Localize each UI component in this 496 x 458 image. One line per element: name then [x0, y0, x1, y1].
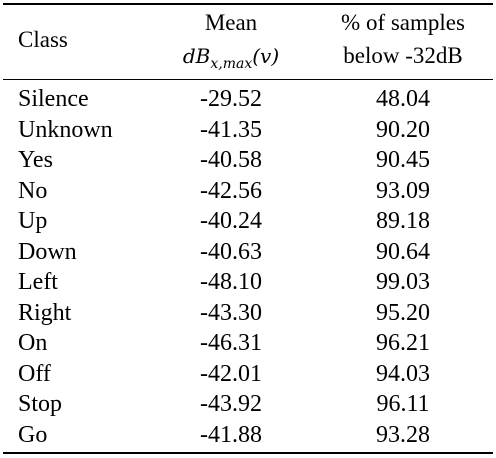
header-pct-line1: % of samples — [341, 10, 465, 35]
cell-class: Go — [18, 422, 48, 448]
cell-pct: 48.04 — [376, 86, 430, 112]
cell-pct: 90.20 — [376, 117, 430, 143]
top-rule — [3, 3, 493, 5]
cell-class: Down — [18, 239, 77, 265]
cell-mean: -43.92 — [200, 391, 262, 417]
cell-class: Up — [18, 208, 48, 234]
cell-pct: 94.03 — [376, 361, 430, 387]
cell-class: Stop — [18, 391, 63, 417]
header-rule — [3, 79, 493, 80]
cell-mean: -43.30 — [200, 300, 262, 326]
cell-pct: 96.11 — [376, 391, 430, 417]
cell-class: Yes — [18, 147, 53, 173]
cell-class: Off — [18, 361, 51, 387]
cell-mean: -48.10 — [200, 269, 262, 295]
cell-pct: 96.21 — [376, 330, 430, 356]
cell-mean: -46.31 — [200, 330, 262, 356]
cell-class: Right — [18, 300, 72, 326]
cell-mean: -29.52 — [200, 86, 262, 112]
cell-class: Left — [18, 269, 58, 295]
math-db-arg: (v) — [252, 44, 280, 68]
bottom-rule — [3, 452, 493, 454]
cell-pct: 99.03 — [376, 269, 430, 295]
cell-class: On — [18, 330, 48, 356]
cell-class: Unknown — [18, 117, 113, 143]
cell-pct: 90.45 — [376, 147, 430, 173]
cell-pct: 93.09 — [376, 178, 430, 204]
header-mean-line1: Mean — [204, 10, 258, 35]
math-db-base: dB — [182, 44, 211, 68]
cell-mean: -40.58 — [200, 147, 262, 173]
cell-mean: -40.24 — [200, 208, 262, 234]
cell-pct: 89.18 — [376, 208, 430, 234]
cell-class: Silence — [18, 86, 89, 112]
cell-mean: -41.35 — [200, 117, 262, 143]
math-db-sub: x,max — [210, 56, 253, 72]
header-class: Class — [18, 27, 68, 52]
cell-pct: 93.28 — [376, 422, 430, 448]
cell-mean: -41.88 — [200, 422, 262, 448]
header-pct-line2: below -32dB — [343, 43, 463, 68]
cell-pct: 95.20 — [376, 300, 430, 326]
header-mean-line2: dBx,max(v) — [150, 42, 312, 78]
cell-mean: -42.56 — [200, 178, 262, 204]
cell-class: No — [18, 178, 48, 204]
cell-mean: -42.01 — [200, 361, 262, 387]
cell-mean: -40.63 — [200, 239, 262, 265]
cell-pct: 90.64 — [376, 239, 430, 265]
